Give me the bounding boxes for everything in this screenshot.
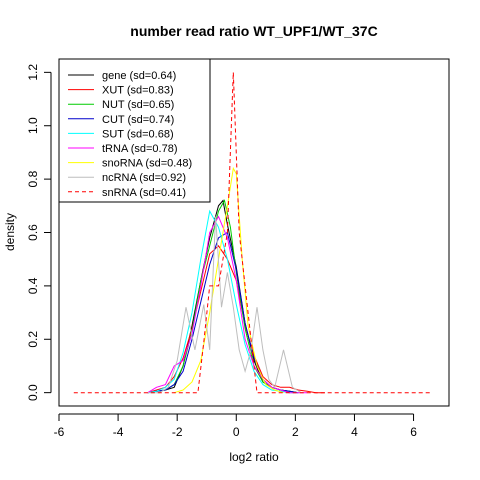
legend-box <box>58 58 211 203</box>
x-tick-label: 4 <box>351 425 358 439</box>
x-axis: -6 -4 -2 0 2 4 6 <box>54 413 417 439</box>
y-axis: 0.0 0.2 0.4 0.6 0.8 1.0 1.2 <box>26 64 52 401</box>
x-tick-label: 6 <box>410 425 417 439</box>
plot-frame <box>58 58 450 407</box>
x-tick-label: 2 <box>292 425 299 439</box>
y-tick-label: 0.6 <box>26 224 40 241</box>
x-axis-label: log2 ratio <box>229 450 279 464</box>
y-tick-label: 1.0 <box>26 117 40 134</box>
legend-label-1: XUT (sd=0.83) <box>102 85 174 97</box>
series-line-6 <box>174 166 284 394</box>
legend-label-2: NUT (sd=0.65) <box>102 99 174 111</box>
y-axis-label: density <box>3 213 17 251</box>
x-tick-label: -2 <box>172 425 183 439</box>
y-tick-label: 0.0 <box>26 384 40 401</box>
legend-label-4: SUT (sd=0.68) <box>102 128 174 140</box>
legend-label-5: tRNA (sd=0.78) <box>102 143 178 155</box>
y-tick-label: 0.8 <box>26 170 40 187</box>
x-tick-label: -4 <box>113 425 124 439</box>
y-tick-label: 0.2 <box>26 331 40 348</box>
series-line-5 <box>147 215 308 394</box>
series-layer <box>73 72 432 394</box>
x-tick-label: 0 <box>233 425 240 439</box>
series-line-4 <box>147 209 299 394</box>
legend-label-0: gene (sd=0.64) <box>102 70 176 82</box>
chart-title: number read ratio WT_UPF1/WT_37C <box>130 23 377 39</box>
y-tick-label: 1.2 <box>26 64 40 81</box>
series-line-8 <box>73 72 432 394</box>
legend-label-8: snRNA (sd=0.41) <box>102 187 186 199</box>
series-line-7 <box>147 216 302 394</box>
legend-label-7: ncRNA (sd=0.92) <box>102 172 186 184</box>
legend-label-6: snoRNA (sd=0.48) <box>102 158 192 170</box>
legend-label-3: CUT (sd=0.74) <box>102 114 174 126</box>
y-tick-label: 0.4 <box>26 277 40 294</box>
x-tick-label: -6 <box>54 425 65 439</box>
legend: gene (sd=0.64) XUT (sd=0.83) NUT (sd=0.65)… <box>58 58 211 203</box>
